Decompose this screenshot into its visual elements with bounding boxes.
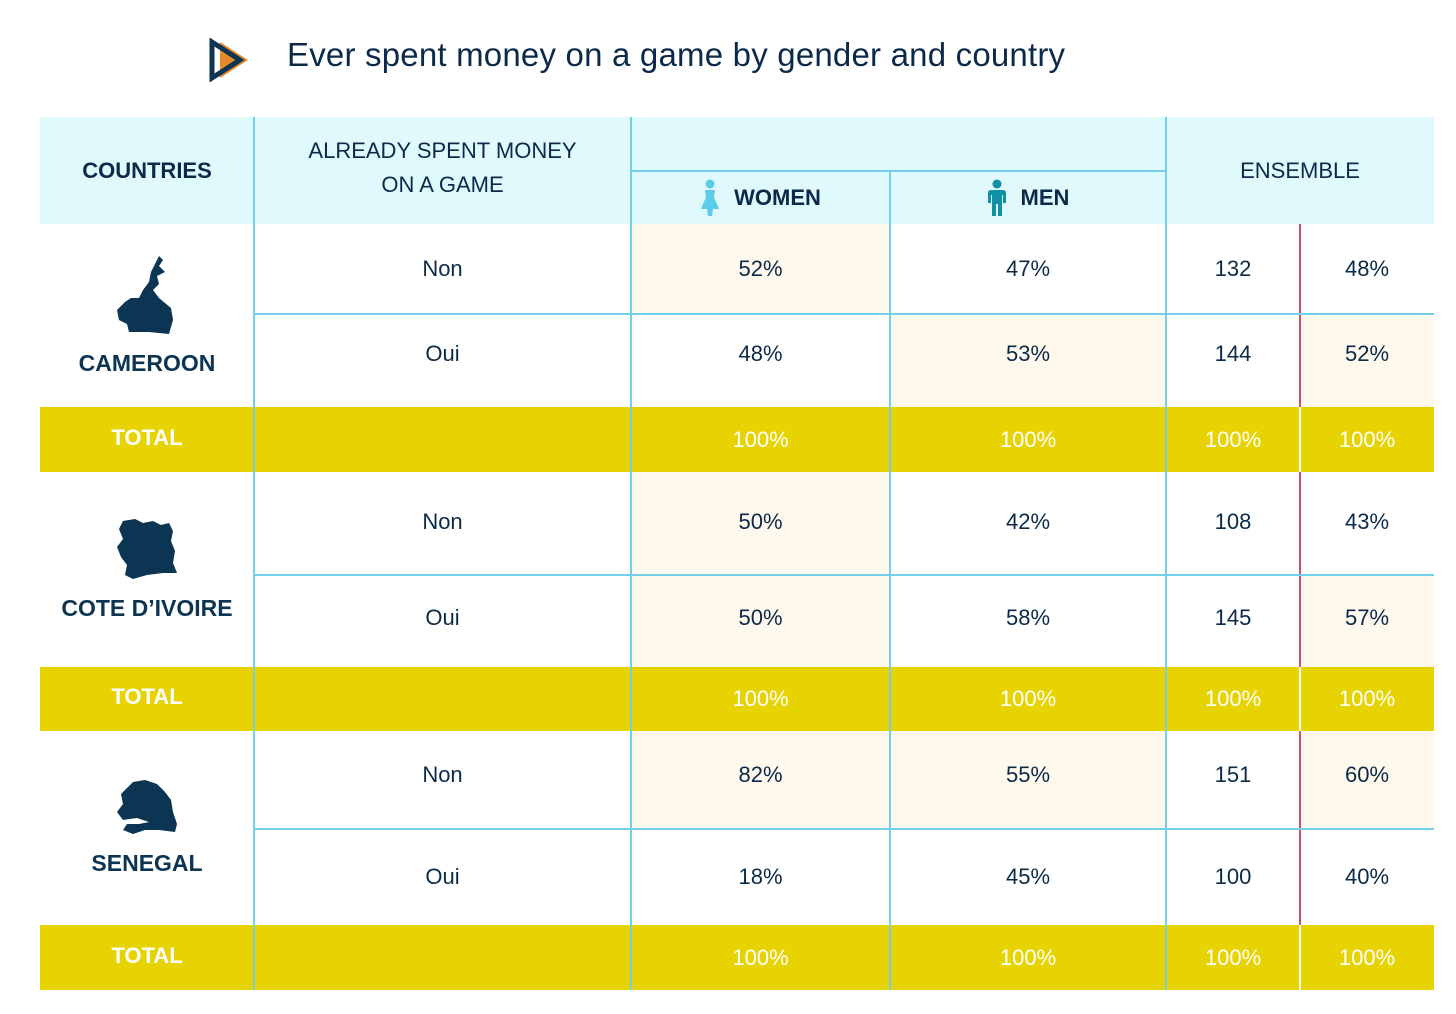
pct-cameroon-oui: 52% <box>1300 314 1434 407</box>
total-men-cameroon: 100% <box>890 407 1166 472</box>
total-women-cote-divoire: 100% <box>631 667 890 731</box>
cameroon-map-icon <box>117 256 173 334</box>
grid-hline-senegal <box>254 828 1434 830</box>
women-senegal-non: 82% <box>631 731 890 829</box>
men-cote-divoire-non: 42% <box>1005 508 1051 534</box>
grid-total-divider-2 <box>1299 667 1301 731</box>
country-cote-divoire: COTE D’IVOIRE <box>40 472 254 667</box>
count-senegal-non: 151 <box>1214 762 1252 787</box>
women-cameroon-oui: 48% <box>738 340 783 366</box>
grid-hline-cote-divoire <box>254 574 1434 576</box>
total-spent-cote-divoire <box>254 667 631 731</box>
total-spent-senegal <box>254 925 631 990</box>
grid-total-divider-1 <box>1299 407 1301 472</box>
header-spent-line2: ON A GAME <box>381 171 504 197</box>
total-pct-cameroon: 100% <box>1300 407 1434 472</box>
country-senegal: SENEGAL <box>40 731 254 925</box>
header-men: MEN <box>890 171 1166 224</box>
pct-cameroon-non: 48% <box>1344 256 1390 281</box>
answer-cote-divoire-non: Non <box>422 508 463 534</box>
answer-cote-divoire-oui: Oui <box>425 605 460 630</box>
header-countries: COUNTRIES <box>40 117 254 224</box>
women-senegal-oui: 18% <box>738 864 783 889</box>
man-figure-icon <box>987 179 1006 216</box>
women-cameroon-non: 52% <box>631 224 890 314</box>
total-women-cameroon: 100% <box>631 407 890 472</box>
senegal-map-icon <box>117 779 177 834</box>
header-men-label: MEN <box>1020 184 1070 210</box>
country-name-cote-divoire: COTE D’IVOIRE <box>61 595 233 621</box>
men-senegal-non: 55% <box>890 731 1166 829</box>
grid-redline-cameroon <box>1299 224 1301 407</box>
total-count-senegal: 100% <box>1166 925 1300 990</box>
play-arrow-logo-icon <box>209 38 248 82</box>
country-name-senegal: SENEGAL <box>91 849 203 876</box>
pct-cote-divoire-oui: 57% <box>1300 575 1434 667</box>
total-spent-cameroon <box>254 407 631 472</box>
total-pct-senegal: 100% <box>1300 925 1434 990</box>
header-women: WOMEN <box>631 171 890 224</box>
grid-vline-2 <box>630 117 632 990</box>
grid-hline-cameroon <box>254 313 1434 315</box>
cote-divoire-map-icon <box>117 519 177 579</box>
country-name-cameroon: CAMEROON <box>78 350 216 376</box>
count-cote-divoire-oui: 145 <box>1214 605 1252 630</box>
header-ensemble-label: ENSEMBLE <box>1240 157 1360 183</box>
total-women-senegal: 100% <box>631 925 890 990</box>
count-cote-divoire-non: 108 <box>1214 508 1252 534</box>
country-cameroon: CAMEROON <box>40 224 254 407</box>
pct-cote-divoire-non: 43% <box>1344 508 1390 534</box>
count-cameroon-non: 132 <box>1214 256 1252 281</box>
total-label-cote-divoire: TOTAL <box>40 667 254 731</box>
grid-vline-3 <box>889 171 891 990</box>
header-women-label: WOMEN <box>734 184 821 210</box>
grid-redline-cote-divoire <box>1299 472 1301 667</box>
grid-vline-4 <box>1165 117 1167 990</box>
answer-cameroon-oui: Oui <box>425 340 460 366</box>
answer-senegal-oui: Oui <box>425 864 460 889</box>
men-senegal-oui: 45% <box>1005 864 1051 889</box>
header-countries-label: COUNTRIES <box>82 157 212 183</box>
total-label-cameroon: TOTAL <box>40 407 254 472</box>
men-cote-divoire-oui: 58% <box>1005 605 1051 630</box>
answer-cameroon-non: Non <box>422 256 463 281</box>
pct-senegal-non: 60% <box>1300 731 1434 829</box>
data-table: COUNTRIES ALREADY SPENT MONEY ON A GAME … <box>40 117 1434 990</box>
woman-figure-icon <box>701 179 720 216</box>
count-senegal-oui: 100 <box>1214 864 1252 889</box>
total-men-senegal: 100% <box>890 925 1166 990</box>
answer-senegal-non: Non <box>422 762 463 787</box>
grid-hline-gender <box>631 170 1166 172</box>
total-count-cameroon: 100% <box>1166 407 1300 472</box>
grid-vline-1 <box>253 117 255 990</box>
header-spent: ALREADY SPENT MONEY ON A GAME <box>254 117 631 224</box>
men-cameroon-oui: 53% <box>890 314 1166 407</box>
men-cameroon-non: 47% <box>1005 256 1051 281</box>
chart-title: Ever spent money on a game by gender and… <box>287 36 1066 73</box>
header-spent-line1: ALREADY SPENT MONEY <box>308 137 577 163</box>
grid-total-divider-3 <box>1299 925 1301 990</box>
header-ensemble: ENSEMBLE <box>1166 117 1434 224</box>
count-cameroon-oui: 144 <box>1214 340 1252 366</box>
total-men-cote-divoire: 100% <box>890 667 1166 731</box>
total-pct-cote-divoire: 100% <box>1300 667 1434 731</box>
total-count-cote-divoire: 100% <box>1166 667 1300 731</box>
total-label-senegal: TOTAL <box>40 925 254 990</box>
pct-senegal-oui: 40% <box>1344 864 1390 889</box>
women-cote-divoire-oui: 50% <box>631 575 890 667</box>
women-cote-divoire-non: 50% <box>631 472 890 575</box>
